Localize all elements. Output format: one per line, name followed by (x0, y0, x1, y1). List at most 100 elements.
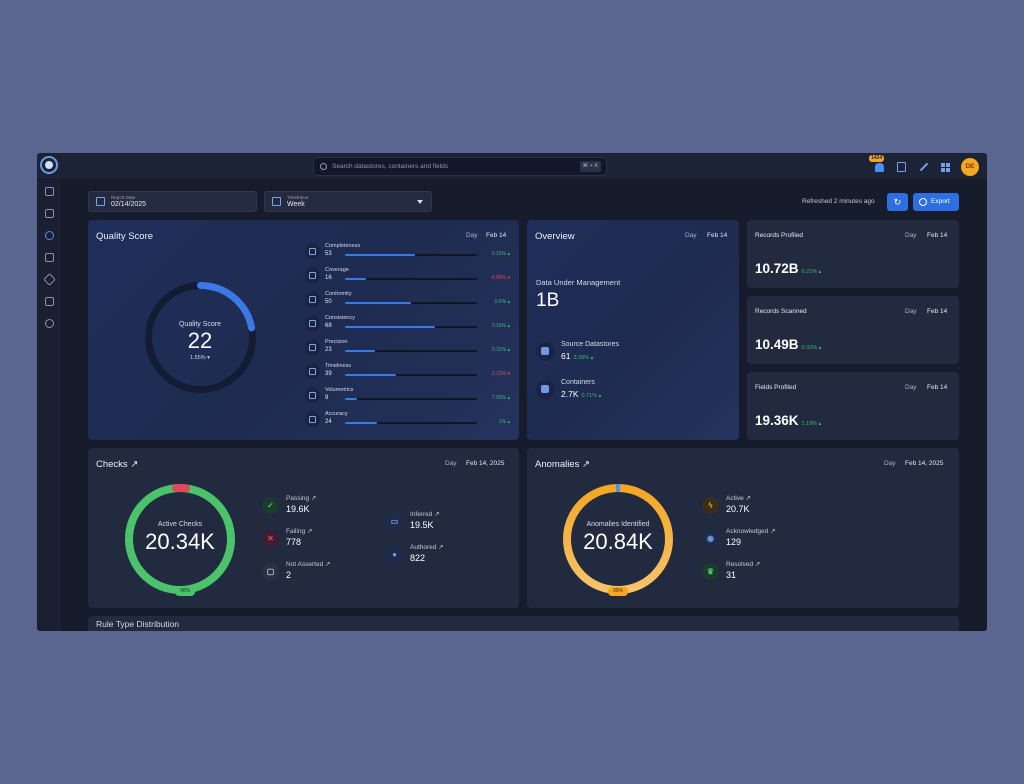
quality-metric-consistency[interactable]: Consistency 68 0.16% ▴ (305, 315, 510, 340)
hierarchy-icon (45, 296, 54, 306)
metric-value: 53 (325, 251, 332, 257)
overview-day[interactable]: Day (685, 232, 697, 239)
stat-value: 822 (410, 553, 426, 563)
metric-value: 50 (325, 299, 332, 305)
metric-bar (345, 302, 477, 304)
anomalies-active[interactable]: ϟ Active ↗ 20.7K (702, 494, 822, 524)
lightning-icon: ϟ (702, 497, 719, 514)
quality-score-center-label: Quality Score (178, 321, 222, 328)
notifications-icon[interactable]: 1424 (869, 154, 886, 174)
checks-authored[interactable]: ● Authored ↗ 822 (386, 543, 506, 573)
search-input[interactable]: Search datastores, containers and fields… (313, 157, 607, 176)
stat-day[interactable]: Day (905, 384, 917, 391)
main-content: Report Date 02/14/2025 Timeframe Week Re… (62, 180, 987, 631)
refreshed-status: Refreshed 2 minutes ago (802, 198, 875, 205)
anomalies-center-label: Anomalies Identified (586, 521, 650, 528)
quality-metric-accuracy[interactable]: Accuracy 24 1% ▴ (305, 411, 510, 436)
precision-icon (305, 340, 320, 355)
sidebar-item-flows[interactable] (37, 290, 62, 312)
metric-value: 24 (325, 419, 332, 425)
anomalies-date[interactable]: Feb 14, 2025 (905, 460, 944, 467)
records-profiled-card: Records Profiled Day Feb 14 10.72B 0.21% … (747, 220, 959, 288)
checks-day[interactable]: Day (445, 460, 457, 467)
metric-name: Volumetrics (325, 387, 354, 393)
report-date-field[interactable]: Report Date 02/14/2025 (88, 191, 257, 212)
stat-day[interactable]: Day (905, 232, 917, 239)
checks-card: Checks ↗ Day Feb 14, 2025 Active Checks … (88, 448, 519, 608)
checks-title[interactable]: Checks ↗ (96, 459, 139, 470)
quality-metric-coverage[interactable]: Coverage 16 6.86% ▾ (305, 267, 510, 292)
checks-center-value: 20.34K (145, 529, 215, 554)
containers[interactable]: Containers 2.7K 0.71% ▴ (536, 378, 736, 402)
metric-name: Accuracy (325, 411, 348, 417)
stat-label: Records Scanned (755, 308, 807, 315)
sidebar-item-enrichment[interactable] (37, 202, 62, 224)
completeness-icon (305, 244, 320, 259)
anomalies-resolved[interactable]: ♛ Resolved ↗ 31 (702, 560, 822, 590)
sidebar-item-explore[interactable] (37, 224, 62, 246)
quality-metric-precision[interactable]: Precision 23 0.32% ▴ (305, 339, 510, 364)
metric-bar-fill (345, 350, 376, 352)
checks-inferred[interactable]: ▭ Inferred ↗ 19.5K (386, 510, 506, 540)
quality-metric-volumetrics[interactable]: Volumetrics 9 7.55% ▴ (305, 387, 510, 412)
stat-name: Not Asserted ↗ (286, 561, 331, 568)
quality-metric-timeliness[interactable]: Timeliness 39 3.13% ▾ (305, 363, 510, 388)
app-logo-icon[interactable] (40, 156, 58, 174)
quality-score-day[interactable]: Day (466, 232, 478, 239)
metric-bar (345, 422, 477, 424)
metric-change: 0.32% ▴ (491, 347, 510, 353)
export-button[interactable]: Export (913, 193, 959, 211)
anomalies-acknowledged[interactable]: ◉ Acknowledged ↗ 129 (702, 527, 822, 557)
quality-score-date[interactable]: Feb 14 (486, 232, 507, 239)
metric-bar (345, 326, 477, 328)
x-icon: ✕ (262, 530, 279, 547)
refresh-icon: ↻ (893, 197, 902, 207)
metric-bar-fill (345, 374, 397, 376)
quality-metric-completeness[interactable]: Completeness 53 0.16% ▴ (305, 243, 510, 268)
metric-name: Consistency (325, 315, 355, 321)
apps-grid-icon[interactable] (939, 161, 952, 174)
discover-icon[interactable] (917, 161, 930, 174)
checks-failing[interactable]: ✕ Failing ↗ 778 (262, 527, 382, 557)
refresh-button[interactable]: ↻ (887, 193, 908, 211)
top-actions: 1424 DE (869, 154, 979, 178)
sidebar-item-settings[interactable] (37, 312, 62, 334)
quality-metric-conformity[interactable]: Conformity 50 0.6% ▴ (305, 291, 510, 316)
sidebar-item-library[interactable] (37, 246, 62, 268)
stat-value: 778 (286, 537, 302, 547)
checks-passing[interactable]: ✓ Passing ↗ 19.6K (262, 494, 382, 524)
overview-date[interactable]: Feb 14 (707, 232, 728, 239)
stat-date[interactable]: Feb 14 (927, 232, 948, 239)
database-icon (536, 342, 555, 361)
metric-value: 9 (325, 395, 329, 401)
metric-change: 3.13% ▾ (491, 371, 510, 377)
data-under-management-label: Data Under Management (536, 278, 621, 287)
rule-type-distribution-card: Rule Type Distribution (88, 616, 959, 631)
checks-not-asserted[interactable]: ▢ Not Asserted ↗ 2 (262, 560, 382, 590)
source-datastores[interactable]: Source Datastores 61 3.39% ▴ (536, 340, 736, 364)
fields-profiled-card: Fields Profiled Day Feb 14 19.36K 1.19% ▴ (747, 372, 959, 440)
stat-date[interactable]: Feb 14 (927, 308, 948, 315)
sidebar-item-tags[interactable] (37, 268, 62, 290)
sidebar-item-datastores[interactable] (37, 180, 62, 202)
app-window: Search datastores, containers and fields… (37, 153, 987, 631)
anomalies-day[interactable]: Day (884, 460, 896, 467)
anomalies-title[interactable]: Anomalies ↗ (535, 459, 590, 470)
clipboard-icon[interactable] (895, 161, 908, 174)
user-avatar[interactable]: DE (961, 158, 979, 176)
metric-change: 0.16% ▴ (491, 323, 510, 329)
timeframe-label: Timeframe (287, 195, 309, 200)
check-icon: ✓ (262, 497, 279, 514)
source-datastores-label: Source Datastores (561, 341, 619, 348)
timeframe-select[interactable]: Timeframe Week (264, 191, 432, 212)
stat-day[interactable]: Day (905, 308, 917, 315)
notification-badge: 1424 (869, 154, 885, 162)
quality-score-card: Quality Score Day Feb 14 Quality Score 2… (88, 220, 519, 440)
stat-date[interactable]: Feb 14 (927, 384, 948, 391)
sidebar (37, 180, 62, 631)
search-icon (320, 163, 327, 170)
metric-bar (345, 398, 477, 400)
metric-bar (345, 278, 477, 280)
checks-date[interactable]: Feb 14, 2025 (466, 460, 505, 467)
containers-value: 2.7K 0.71% ▴ (561, 389, 602, 399)
